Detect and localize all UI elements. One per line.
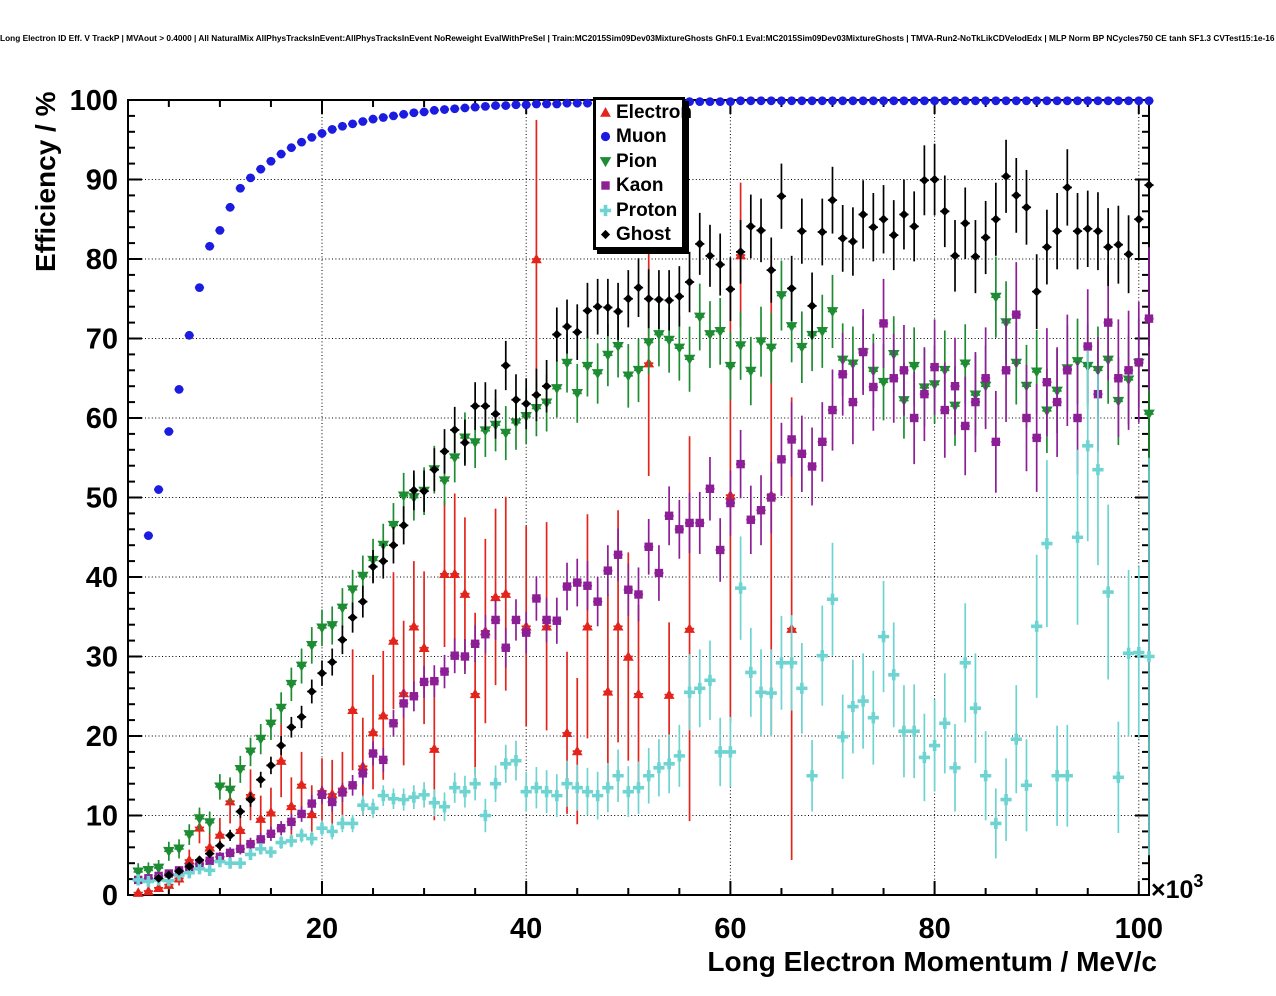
svg-text:20: 20 xyxy=(306,913,338,945)
plot-title: Long Electron ID Eff. V TrackP | MVAout … xyxy=(0,33,1276,43)
svg-text:100: 100 xyxy=(70,85,118,117)
legend-label: Ghost xyxy=(616,224,671,246)
svg-text:70: 70 xyxy=(86,324,118,356)
legend-entry-electron: Electron xyxy=(596,100,692,125)
legend-label: Electron xyxy=(616,101,693,123)
x-axis-title: Long Electron Momentum / MeV/c xyxy=(707,946,1157,977)
legend-entry-kaon: Kaon xyxy=(596,174,682,199)
svg-text:60: 60 xyxy=(86,403,118,435)
x-tick-labels: 20 40 60 80 100 xyxy=(306,913,1163,945)
svg-text:10: 10 xyxy=(86,801,118,833)
svg-text:40: 40 xyxy=(510,913,542,945)
y-axis-title: Efficiency / % xyxy=(30,91,61,272)
legend-label: Pion xyxy=(616,150,658,172)
legend-entry-muon: Muon xyxy=(596,125,682,150)
legend-entry-pion: Pion xyxy=(596,149,682,174)
svg-text:20: 20 xyxy=(86,721,118,753)
y-tick-labels: 0 10 20 30 40 50 60 70 80 90 100 xyxy=(70,85,118,912)
series-proton xyxy=(132,350,1155,888)
legend: Electron Muon Pion Kaon Proton Ghost xyxy=(593,97,692,250)
svg-text:0: 0 xyxy=(102,880,118,912)
muon-marker-icon xyxy=(600,132,611,142)
svg-text:90: 90 xyxy=(86,165,118,197)
x-axis-exponent: ×103 xyxy=(1151,871,1203,904)
pion-marker-icon xyxy=(599,156,612,167)
svg-text:30: 30 xyxy=(86,642,118,674)
svg-text:80: 80 xyxy=(918,913,950,945)
svg-text:60: 60 xyxy=(714,913,746,945)
legend-entry-ghost: Ghost xyxy=(596,223,682,248)
legend-entry-proton: Proton xyxy=(596,198,682,223)
proton-marker-icon xyxy=(599,204,612,216)
ghost-marker-icon xyxy=(600,230,611,240)
electron-marker-icon xyxy=(600,106,611,117)
gridlines xyxy=(128,100,1149,895)
series-ghost xyxy=(154,139,1154,883)
svg-text:80: 80 xyxy=(86,244,118,276)
svg-text:100: 100 xyxy=(1115,913,1163,945)
legend-label: Kaon xyxy=(616,175,664,197)
svg-text:50: 50 xyxy=(86,483,118,515)
series-kaon xyxy=(133,247,1154,885)
kaon-marker-icon xyxy=(601,181,610,190)
svg-text:40: 40 xyxy=(86,562,118,594)
legend-label: Muon xyxy=(616,126,667,148)
legend-label: Proton xyxy=(616,199,678,221)
